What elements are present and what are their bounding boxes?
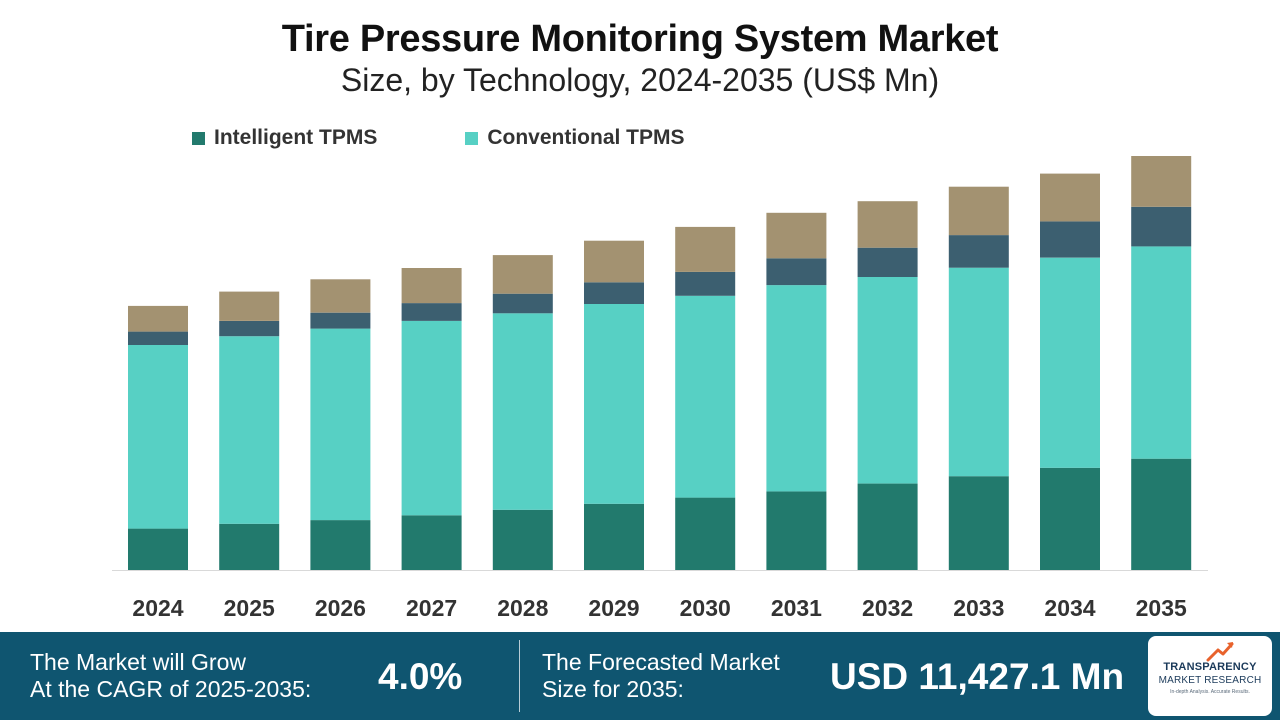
x-tick-label-2024: 2024 bbox=[132, 595, 183, 621]
bar-segment-2024-s3 bbox=[128, 305, 188, 332]
bar-segment-2029-s1 bbox=[584, 304, 644, 504]
bar-segment-2030-s3 bbox=[675, 226, 736, 272]
chart-title: Tire Pressure Monitoring System Market bbox=[281, 18, 999, 60]
bar-segment-2027-s0 bbox=[401, 515, 462, 570]
bar-segment-2026-s3 bbox=[310, 279, 371, 313]
bar-segment-2033-s0 bbox=[948, 476, 1009, 570]
bar-segment-2025-s3 bbox=[219, 291, 280, 321]
bar-segment-2032-s3 bbox=[857, 201, 918, 248]
x-tick-label-2034: 2034 bbox=[1044, 595, 1095, 621]
bar-segment-2028-s0 bbox=[492, 509, 553, 570]
chart-subtitle: Size, by Technology, 2024-2035 (US$ Mn) bbox=[340, 62, 940, 98]
chart-legend: Intelligent TPMS Conventional TPMS bbox=[192, 126, 773, 150]
x-tick-label-2031: 2031 bbox=[771, 595, 822, 621]
bar-segment-2030-s0 bbox=[675, 497, 736, 570]
legend-item-intelligent: Intelligent TPMS bbox=[192, 126, 377, 150]
bar-segment-2034-s2 bbox=[1040, 221, 1100, 258]
bar-segment-2029-s0 bbox=[584, 503, 644, 570]
bar-segment-2032-s2 bbox=[857, 247, 918, 277]
legend-item-conventional: Conventional TPMS bbox=[465, 126, 685, 150]
bar-segment-2031-s1 bbox=[766, 285, 827, 492]
legend-label-conventional: Conventional TPMS bbox=[487, 126, 685, 149]
logo-tagline: In-depth Analysis. Accurate Results. bbox=[1170, 689, 1250, 695]
cagr-text-line1: The Market will Grow bbox=[30, 649, 246, 675]
chart-title-block: Tire Pressure Monitoring System Market S… bbox=[0, 16, 1280, 98]
bar-segment-2025-s2 bbox=[219, 321, 280, 337]
logo-line1: TRANSPARENCY bbox=[1163, 661, 1257, 673]
bar-segment-2024-s0 bbox=[128, 528, 188, 570]
bar-segment-2028-s1 bbox=[492, 313, 553, 510]
x-tick-label-2027: 2027 bbox=[406, 595, 457, 621]
x-tick-label-2026: 2026 bbox=[315, 595, 366, 621]
bar-segment-2033-s2 bbox=[948, 235, 1009, 268]
company-logo: TRANSPARENCY MARKET RESEARCH In-depth An… bbox=[1148, 636, 1272, 716]
cagr-value: 4.0% bbox=[378, 656, 463, 697]
bar-segment-2035-s0 bbox=[1131, 458, 1192, 570]
bar-segment-2035-s3 bbox=[1131, 156, 1192, 207]
bar-segment-2026-s2 bbox=[310, 312, 371, 329]
bar-segment-2026-s0 bbox=[310, 520, 371, 570]
bar-segment-2028-s2 bbox=[492, 293, 553, 314]
footer-banner: The Market will Grow At the CAGR of 2025… bbox=[0, 632, 1280, 720]
x-tick-label-2025: 2025 bbox=[224, 595, 275, 621]
bar-segment-2025-s0 bbox=[219, 523, 280, 570]
bar-segment-2025-s1 bbox=[219, 336, 280, 524]
legend-swatch-conventional bbox=[465, 131, 479, 145]
bar-segment-2035-s1 bbox=[1131, 246, 1192, 459]
forecast-text-line1: The Forecasted Market bbox=[542, 649, 780, 675]
bar-segment-2031-s2 bbox=[766, 258, 827, 286]
x-tick-label-2030: 2030 bbox=[680, 595, 731, 621]
bar-segment-2035-s2 bbox=[1131, 206, 1192, 247]
bar-segment-2027-s2 bbox=[401, 303, 462, 321]
bar-segment-2030-s1 bbox=[675, 295, 736, 498]
x-tick-label-2032: 2032 bbox=[862, 595, 913, 621]
bar-segment-2027-s3 bbox=[401, 268, 462, 304]
bar-segment-2024-s2 bbox=[128, 331, 188, 345]
forecast-value: USD 11,427.1 Mn bbox=[830, 656, 1125, 697]
cagr-text: The Market will Grow At the CAGR of 2025… bbox=[30, 649, 370, 703]
bar-segment-2029-s2 bbox=[584, 282, 644, 304]
bar-segment-2034-s3 bbox=[1040, 173, 1100, 222]
x-tick-label-2029: 2029 bbox=[588, 595, 639, 621]
bar-segment-2033-s1 bbox=[948, 267, 1009, 477]
logo-arrow-icon bbox=[1206, 642, 1234, 662]
cagr-text-line2: At the CAGR of 2025-2035: bbox=[30, 676, 312, 702]
forecast-text-line2: Size for 2035: bbox=[542, 676, 684, 702]
bar-segment-2031-s0 bbox=[766, 491, 827, 570]
bar-segment-2027-s1 bbox=[401, 320, 462, 516]
stacked-bar-chart: 2024 2025 2026 2027 2028 2029 2030 2031 2032 2033… bbox=[112, 156, 1208, 621]
bar-segment-2029-s3 bbox=[584, 240, 644, 283]
bar-segment-2024-s1 bbox=[128, 345, 188, 529]
x-tick-label-2033: 2033 bbox=[953, 595, 1004, 621]
bar-segment-2032-s0 bbox=[857, 483, 918, 570]
footer-divider bbox=[519, 640, 520, 712]
x-tick-label-2028: 2028 bbox=[497, 595, 548, 621]
forecast-text: The Forecasted Market Size for 2035: bbox=[542, 649, 832, 703]
bar-segment-2034-s1 bbox=[1040, 257, 1100, 468]
x-tick-label-2035: 2035 bbox=[1136, 595, 1187, 621]
bar-segment-2034-s0 bbox=[1040, 467, 1100, 570]
bar-segment-2033-s3 bbox=[948, 186, 1009, 236]
logo-line2: MARKET RESEARCH bbox=[1158, 675, 1262, 686]
legend-label-intelligent: Intelligent TPMS bbox=[214, 126, 378, 149]
bar-segment-2032-s1 bbox=[857, 277, 918, 484]
bar-segment-2030-s2 bbox=[675, 271, 736, 296]
bar-segment-2031-s3 bbox=[766, 212, 827, 259]
legend-swatch-intelligent bbox=[192, 131, 205, 145]
bar-segment-2028-s3 bbox=[492, 255, 553, 294]
bar-segment-2026-s1 bbox=[310, 328, 371, 521]
